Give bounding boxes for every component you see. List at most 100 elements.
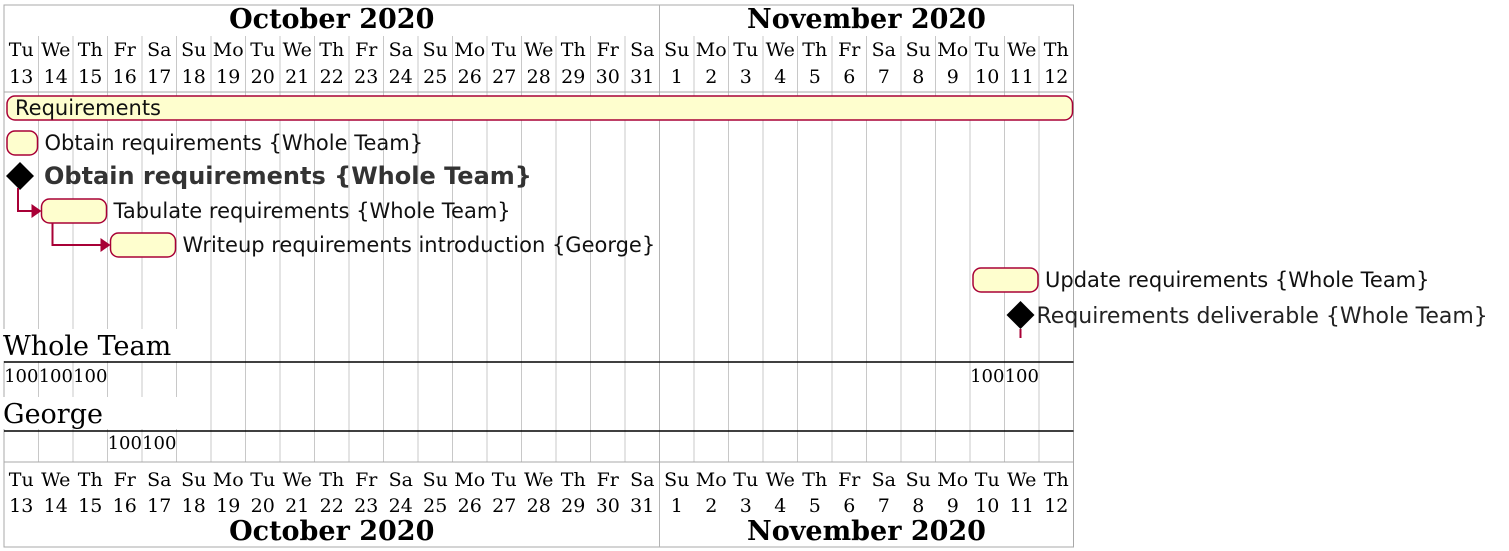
- day-number-label: 20: [251, 66, 275, 88]
- day-number-label: 24: [389, 66, 413, 88]
- day-number-label: 29: [561, 66, 585, 88]
- day-number-label: 11: [1010, 66, 1034, 88]
- weekday-label: Sa: [147, 469, 171, 491]
- day-number-label: 10: [975, 66, 999, 88]
- weekday-label: Th: [802, 469, 827, 491]
- arrow-head: [31, 204, 42, 218]
- weekday-label: We: [283, 39, 312, 61]
- weekday-label: Th: [1044, 469, 1069, 491]
- day-number-label: 16: [113, 495, 137, 517]
- day-number-label: 12: [1044, 495, 1068, 517]
- day-number-label: 8: [912, 66, 924, 88]
- day-number-label: 17: [147, 66, 171, 88]
- resource-load-value: 100: [39, 366, 73, 387]
- weekday-label: Tu: [975, 469, 1000, 491]
- resource-load-value: 100: [970, 366, 1004, 387]
- day-number-label: 1: [671, 66, 683, 88]
- weekday-label: We: [283, 469, 312, 491]
- day-number-label: 21: [285, 495, 309, 517]
- day-number-label: 23: [354, 66, 378, 88]
- weekday-label: Th: [561, 39, 586, 61]
- weekday-label: We: [1007, 469, 1036, 491]
- weekday-label: Su: [664, 469, 689, 491]
- day-number-label: 19: [216, 66, 240, 88]
- day-number-label: 2: [705, 495, 717, 517]
- day-number-label: 9: [947, 495, 959, 517]
- resource-name: Whole Team: [3, 331, 171, 362]
- weekday-label: Su: [906, 469, 931, 491]
- weekday-label: Tu: [492, 469, 517, 491]
- weekday-label: Tu: [9, 469, 34, 491]
- resource-load-value: 100: [1005, 366, 1039, 387]
- weekday-label: We: [1007, 39, 1036, 61]
- day-number-label: 25: [423, 66, 447, 88]
- weekday-label: Mo: [213, 469, 244, 491]
- day-number-label: 25: [423, 495, 447, 517]
- calendar-header-top: October 2020 November 2020Tu13We14Th15Fr1…: [9, 4, 1069, 88]
- weekday-label: Sa: [389, 39, 413, 61]
- month-label: October 2020: [229, 516, 434, 547]
- day-number-label: 18: [182, 495, 206, 517]
- day-number-label: 7: [878, 495, 890, 517]
- day-number-label: 26: [458, 495, 482, 517]
- day-number-label: 19: [216, 495, 240, 517]
- day-number-label: 30: [596, 66, 620, 88]
- task-bar: [972, 267, 1039, 293]
- day-number-label: 20: [251, 495, 275, 517]
- weekday-label: Mo: [213, 39, 244, 61]
- task-label: Writeup requirements introduction {Georg…: [183, 233, 656, 257]
- day-number-label: 4: [774, 495, 786, 517]
- weekday-label: Tu: [250, 469, 275, 491]
- weekday-label: Tu: [975, 39, 1000, 61]
- task-label: Obtain requirements {Whole Team}: [45, 131, 424, 155]
- weekday-label: We: [524, 469, 553, 491]
- day-number-label: 6: [843, 495, 855, 517]
- day-number-label: 9: [947, 66, 959, 88]
- day-number-label: 11: [1010, 495, 1034, 517]
- task-area: Requirements Obtain requirements {Whole T…: [6, 95, 1488, 338]
- day-number-label: 22: [320, 495, 344, 517]
- weekday-label: Mo: [454, 39, 485, 61]
- weekday-label: We: [41, 39, 70, 61]
- task-bar: [6, 95, 1074, 121]
- day-number-label: 21: [285, 66, 309, 88]
- weekday-label: Tu: [733, 469, 758, 491]
- weekday-label: Th: [78, 39, 103, 61]
- resource-load-value: 100: [108, 433, 142, 454]
- weekday-label: We: [524, 39, 553, 61]
- resource-name: George: [3, 399, 103, 430]
- resource-load-value: 100: [4, 366, 38, 387]
- day-number-label: 8: [912, 495, 924, 517]
- dependency-arrow: [51, 223, 103, 246]
- weekday-label: Fr: [597, 469, 620, 491]
- milestone-label: Obtain requirements {Whole Team}: [44, 162, 532, 190]
- weekday-label: Th: [78, 469, 103, 491]
- month-label: November 2020: [747, 516, 986, 547]
- day-number-label: 15: [78, 66, 102, 88]
- resource-load-value: 100: [73, 366, 107, 387]
- weekday-label: Sa: [630, 469, 654, 491]
- month-label: October 2020: [229, 4, 434, 35]
- weekday-label: Sa: [147, 39, 171, 61]
- weekday-label: Th: [561, 469, 586, 491]
- weekday-label: We: [41, 469, 70, 491]
- weekday-label: Mo: [454, 469, 485, 491]
- task-label: Update requirements {Whole Team}: [1045, 268, 1430, 292]
- weekday-label: Mo: [696, 39, 727, 61]
- day-number-label: 13: [9, 495, 33, 517]
- weekday-label: Fr: [355, 39, 378, 61]
- weekday-label: Th: [1044, 39, 1069, 61]
- day-number-label: 31: [630, 495, 654, 517]
- day-number-label: 31: [630, 66, 654, 88]
- day-number-label: 15: [78, 495, 102, 517]
- day-number-label: 7: [878, 66, 890, 88]
- task-label: Requirements: [15, 96, 161, 120]
- weekday-label: Sa: [872, 469, 896, 491]
- day-number-label: 22: [320, 66, 344, 88]
- day-number-label: 30: [596, 495, 620, 517]
- task-bar: [109, 232, 177, 258]
- day-number-label: 23: [354, 495, 378, 517]
- day-number-label: 3: [740, 66, 752, 88]
- weekday-label: Th: [319, 469, 344, 491]
- task-bar: [6, 130, 39, 156]
